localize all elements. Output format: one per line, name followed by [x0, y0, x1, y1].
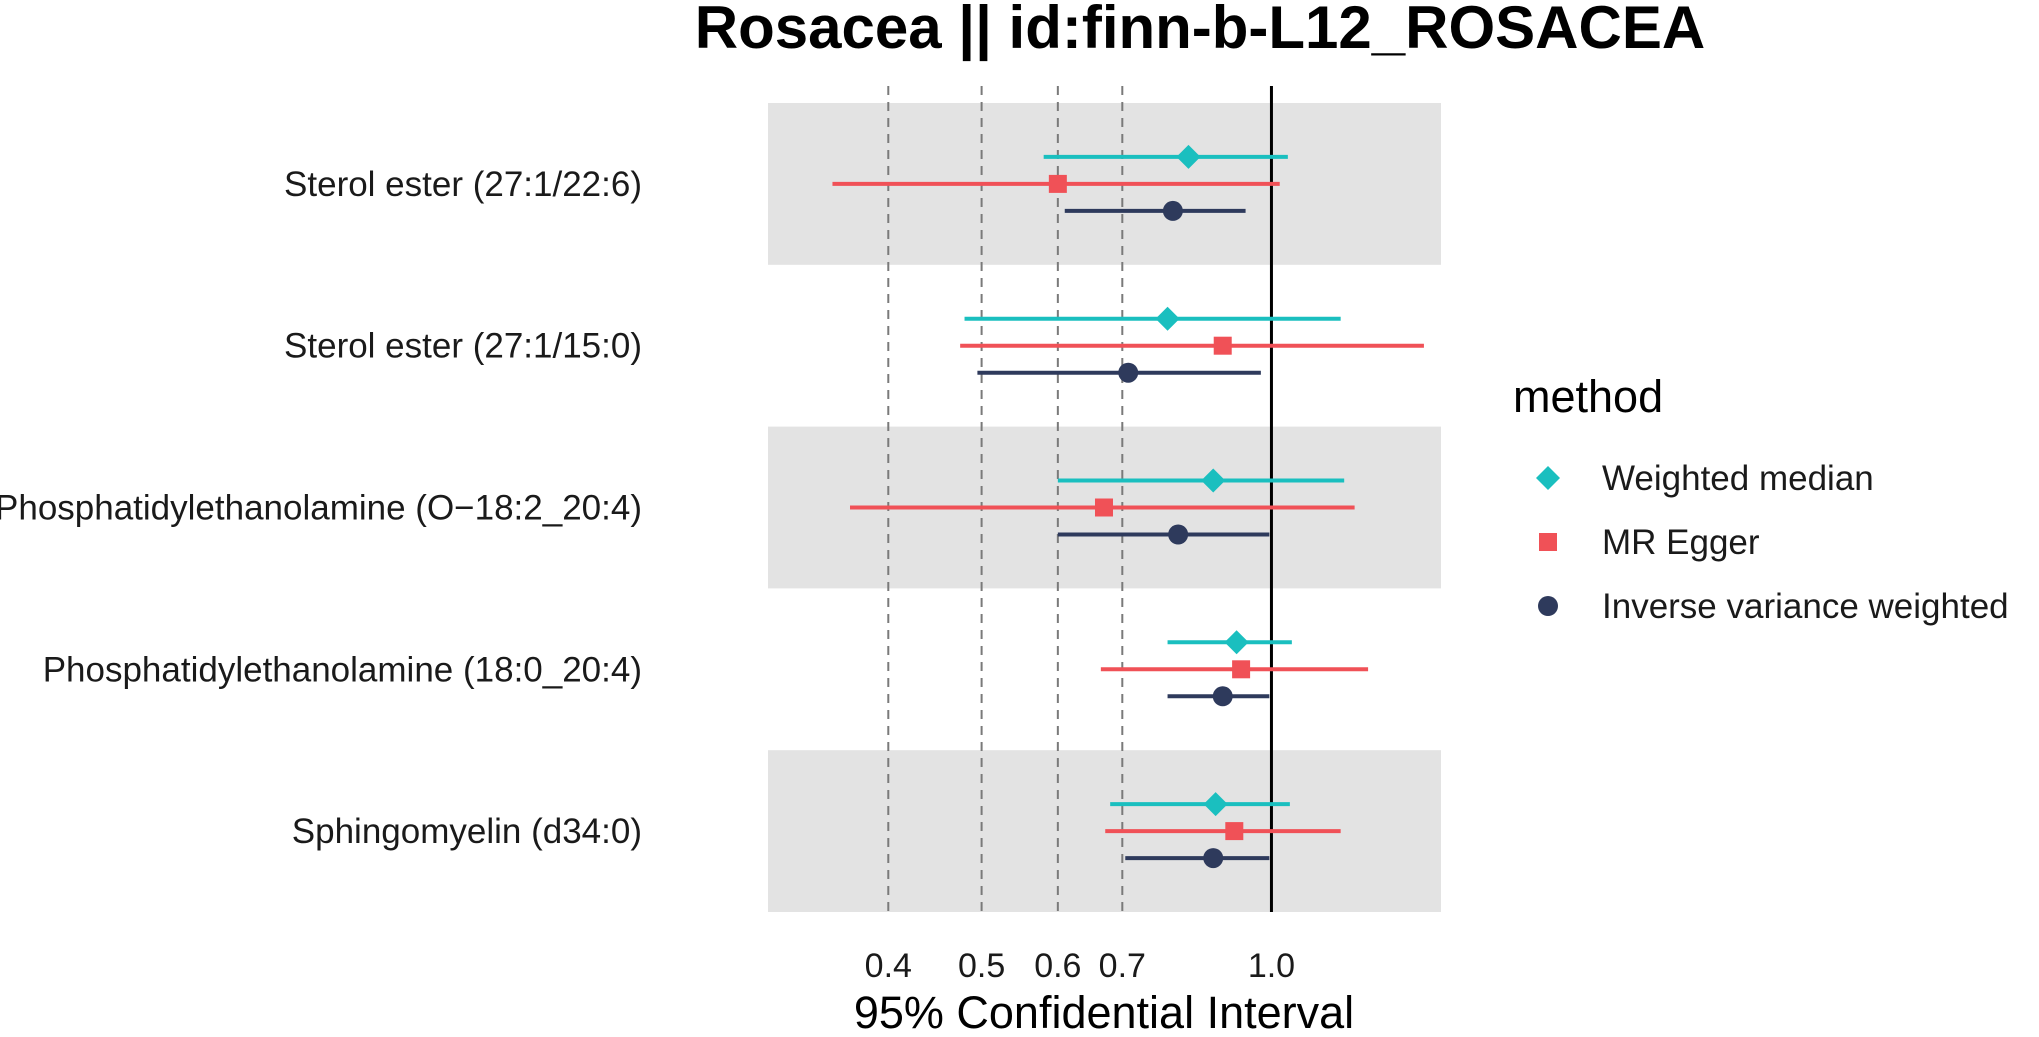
- legend-label: Inverse variance weighted: [1602, 587, 2009, 626]
- gridlines: [887, 86, 1273, 912]
- estimate-point: [1162, 200, 1183, 221]
- category-label: Phosphatidylethanolamine (18:0_20:4): [43, 650, 642, 689]
- estimate-point: [1203, 792, 1228, 817]
- x-tick-label: 0.6: [1034, 947, 1081, 985]
- legend-label: Weighted median: [1602, 459, 1874, 498]
- series-diamond-group: [964, 144, 1345, 817]
- legend-item: Inverse variance weighted: [1538, 587, 2009, 626]
- legend-title: method: [1513, 371, 1663, 422]
- legend-key-circle: [1538, 596, 1558, 616]
- legend-label: MR Egger: [1602, 523, 1760, 562]
- estimate-point: [1232, 660, 1251, 679]
- x-axis-title: 95% Confidential Interval: [854, 987, 1354, 1037]
- estimate-point: [1212, 686, 1233, 707]
- category-label: Phosphatidylethanolamine (O−18:2_20:4): [0, 489, 642, 528]
- legend-item: MR Egger: [1539, 523, 1760, 562]
- estimate-point: [1118, 362, 1139, 383]
- estimate-point: [1048, 174, 1067, 193]
- estimate-point: [1201, 468, 1226, 493]
- legend: method Weighted median MR Egger Inverse va…: [1513, 371, 2009, 626]
- series-layer: [832, 144, 1424, 869]
- estimate-point: [1224, 630, 1249, 655]
- estimate-point: [1176, 144, 1201, 169]
- estimate-point: [1168, 524, 1189, 545]
- x-axis-ticks: 0.4 0.5 0.6 0.7 1.0: [865, 947, 1295, 985]
- x-tick-label: 0.4: [865, 947, 912, 985]
- series-circle-group: [977, 200, 1270, 869]
- x-tick-label: 0.7: [1099, 947, 1146, 985]
- category-label: Sphingomyelin (d34:0): [292, 812, 642, 851]
- estimate-point: [1203, 848, 1224, 869]
- estimate-point: [1094, 498, 1113, 517]
- legend-key-diamond: [1536, 466, 1560, 490]
- series-square-group: [832, 174, 1424, 841]
- x-tick-label: 0.5: [958, 947, 1005, 985]
- legend-item: Weighted median: [1536, 459, 1874, 498]
- chart-title: Rosacea || id:finn-b-L12_ROSACEA: [695, 0, 1705, 62]
- estimate-point: [1225, 822, 1244, 841]
- x-tick-label: 1.0: [1248, 947, 1295, 985]
- category-label: Sterol ester (27:1/15:0): [284, 327, 642, 366]
- estimate-point: [1213, 336, 1232, 355]
- legend-key-square: [1539, 533, 1557, 551]
- estimate-point: [1155, 306, 1180, 331]
- category-label: Sterol ester (27:1/22:6): [284, 165, 642, 204]
- category-labels: Sterol ester (27:1/22:6) Sterol ester (27…: [0, 165, 642, 851]
